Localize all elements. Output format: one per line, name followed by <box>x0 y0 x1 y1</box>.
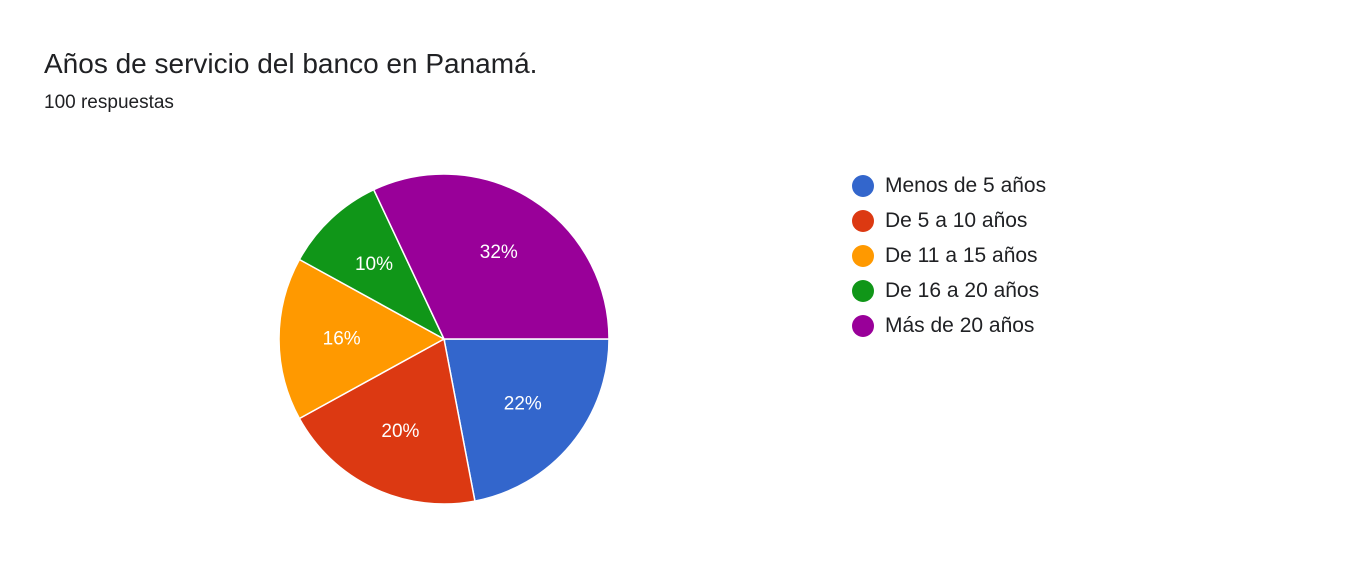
slice-percent-label: 10% <box>355 254 393 275</box>
pie-slice-4[interactable] <box>298 188 446 341</box>
legend-label: Más de 20 años <box>885 314 1035 338</box>
slice-percent-label: 32% <box>480 242 518 263</box>
pie-slices <box>278 173 610 505</box>
legend-label: De 11 a 15 años <box>885 243 1038 267</box>
slice-percent-label: 22% <box>504 394 542 415</box>
legend-label: De 5 a 10 años <box>885 208 1028 232</box>
pie-slice-labels: 22% 20% 16% 10% 32% <box>323 242 542 442</box>
legend-label: Menos de 5 años <box>885 173 1047 197</box>
response-count: 100 respuestas <box>44 92 174 113</box>
legend-item[interactable]: Menos de 5 años <box>852 168 1046 203</box>
slice-percent-label: 20% <box>381 421 419 442</box>
pie-slice-2[interactable] <box>298 337 476 505</box>
pie-slice-5[interactable] <box>372 173 610 340</box>
legend-item[interactable]: Más de 20 años <box>852 309 1046 344</box>
pie-slice-1[interactable] <box>443 338 610 502</box>
legend-label: De 16 a 20 años <box>885 279 1040 303</box>
legend-swatch-icon <box>852 244 874 267</box>
legend-swatch-icon <box>852 315 874 338</box>
slice-percent-label: 16% <box>323 329 361 350</box>
legend-item[interactable]: De 5 a 10 años <box>852 203 1046 238</box>
pie-slice-3[interactable] <box>278 258 446 420</box>
legend-item[interactable]: De 11 a 15 años <box>852 238 1046 273</box>
legend-swatch-icon <box>852 280 874 303</box>
legend-item[interactable]: De 16 a 20 años <box>852 274 1046 309</box>
legend-swatch-icon <box>852 174 874 197</box>
chart-title: Años de servicio del banco en Panamá. <box>44 48 538 79</box>
legend: Menos de 5 años De 5 a 10 años De 11 a 15 … <box>852 168 1046 344</box>
legend-swatch-icon <box>852 209 874 232</box>
